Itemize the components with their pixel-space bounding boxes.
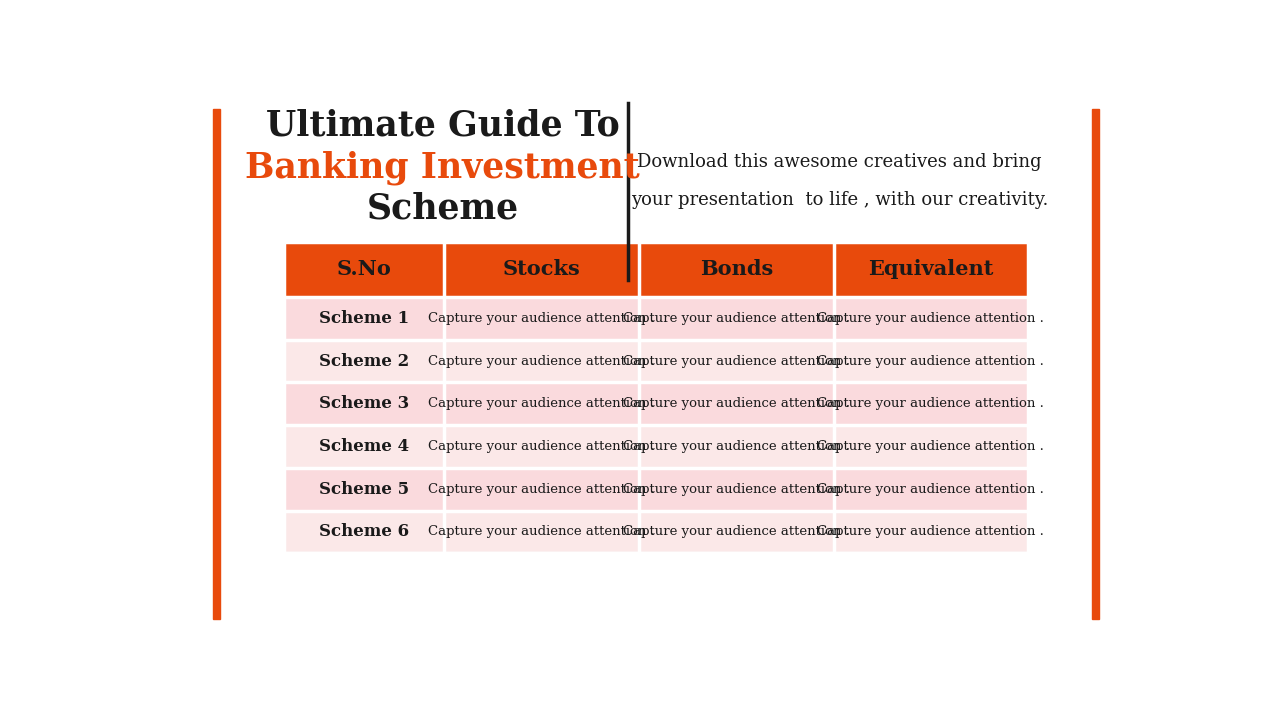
- Text: Capture your audience attention .: Capture your audience attention .: [818, 526, 1044, 539]
- Text: Capture your audience attention .: Capture your audience attention .: [428, 355, 655, 368]
- Text: Capture your audience attention .: Capture your audience attention .: [818, 482, 1044, 495]
- Text: Capture your audience attention .: Capture your audience attention .: [623, 397, 850, 410]
- Text: Capture your audience attention .: Capture your audience attention .: [623, 312, 850, 325]
- Bar: [284, 468, 444, 510]
- Bar: [284, 510, 444, 553]
- Bar: [639, 468, 833, 510]
- Bar: [639, 382, 833, 425]
- Text: Scheme 6: Scheme 6: [319, 523, 410, 541]
- Bar: [833, 340, 1028, 382]
- Text: Capture your audience attention .: Capture your audience attention .: [428, 482, 655, 495]
- Bar: [833, 425, 1028, 468]
- Text: Scheme: Scheme: [366, 192, 518, 226]
- Text: Scheme 3: Scheme 3: [319, 395, 410, 413]
- Text: Capture your audience attention .: Capture your audience attention .: [623, 355, 850, 368]
- Bar: [284, 297, 444, 340]
- Text: Capture your audience attention .: Capture your audience attention .: [818, 440, 1044, 453]
- Text: Bonds: Bonds: [700, 259, 773, 279]
- Text: Ultimate Guide To: Ultimate Guide To: [266, 109, 620, 143]
- Bar: [639, 340, 833, 382]
- Text: Capture your audience attention .: Capture your audience attention .: [428, 440, 655, 453]
- Bar: [444, 297, 639, 340]
- Text: Capture your audience attention .: Capture your audience attention .: [818, 355, 1044, 368]
- Text: Capture your audience attention .: Capture your audience attention .: [623, 440, 850, 453]
- Bar: [639, 297, 833, 340]
- Text: Scheme 1: Scheme 1: [319, 310, 410, 327]
- Bar: [833, 468, 1028, 510]
- Bar: [639, 425, 833, 468]
- Text: S.No: S.No: [337, 259, 392, 279]
- Bar: [833, 297, 1028, 340]
- Bar: [444, 425, 639, 468]
- Bar: [1093, 109, 1100, 618]
- Bar: [833, 382, 1028, 425]
- Text: Scheme 4: Scheme 4: [319, 438, 410, 455]
- Text: Banking Investment: Banking Investment: [246, 150, 640, 184]
- Text: Capture your audience attention .: Capture your audience attention .: [623, 526, 850, 539]
- Text: Stocks: Stocks: [503, 259, 580, 279]
- Bar: [639, 242, 833, 297]
- Text: Scheme 2: Scheme 2: [319, 353, 410, 369]
- Text: Capture your audience attention .: Capture your audience attention .: [818, 312, 1044, 325]
- Bar: [284, 382, 444, 425]
- Text: Scheme 5: Scheme 5: [319, 481, 410, 498]
- Text: Capture your audience attention .: Capture your audience attention .: [428, 526, 655, 539]
- Bar: [833, 510, 1028, 553]
- Text: Capture your audience attention .: Capture your audience attention .: [428, 397, 655, 410]
- Bar: [284, 242, 444, 297]
- Bar: [284, 340, 444, 382]
- Bar: [833, 242, 1028, 297]
- Text: Equivalent: Equivalent: [868, 259, 993, 279]
- Bar: [444, 242, 639, 297]
- Bar: [639, 510, 833, 553]
- Text: Download this awesome creatives and bring: Download this awesome creatives and brin…: [637, 153, 1042, 171]
- Bar: [444, 382, 639, 425]
- Text: Capture your audience attention .: Capture your audience attention .: [428, 312, 655, 325]
- Text: your presentation  to life , with our creativity.: your presentation to life , with our cre…: [631, 191, 1048, 209]
- Bar: [444, 510, 639, 553]
- Bar: [444, 468, 639, 510]
- Text: Capture your audience attention .: Capture your audience attention .: [623, 482, 850, 495]
- Bar: [212, 109, 220, 618]
- Text: Capture your audience attention .: Capture your audience attention .: [818, 397, 1044, 410]
- Bar: [284, 242, 1028, 553]
- Bar: [284, 425, 444, 468]
- Bar: [444, 340, 639, 382]
